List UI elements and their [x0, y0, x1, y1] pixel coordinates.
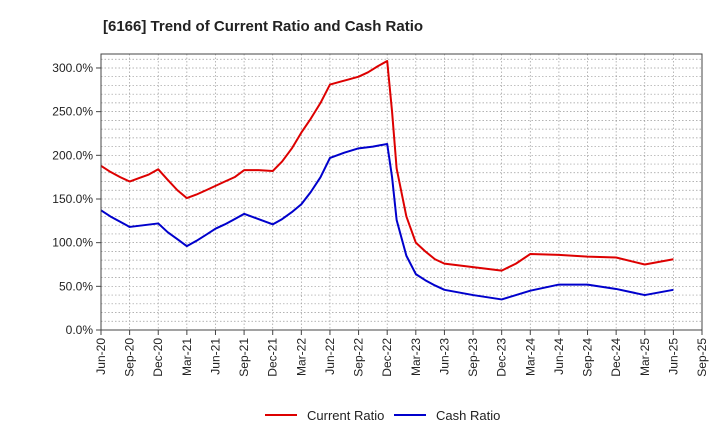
x-tick-label: Jun-24 — [552, 338, 566, 375]
x-tick-label: Jun-23 — [437, 338, 451, 375]
y-tick-label: 200.0% — [52, 148, 93, 162]
y-tick-label: 50.0% — [59, 279, 93, 293]
x-tick-label: Sep-23 — [466, 338, 480, 377]
x-tick-label: Dec-21 — [266, 338, 280, 377]
x-tick-label: Mar-21 — [180, 338, 194, 376]
y-tick-label: 250.0% — [52, 105, 93, 119]
series-line-cash-ratio — [100, 142, 674, 301]
legend-label-current-ratio: Current Ratio — [307, 408, 384, 423]
x-tick-label: Sep-24 — [581, 338, 595, 377]
y-tick-label: 0.0% — [66, 323, 94, 337]
y-tick-label: 150.0% — [52, 192, 93, 206]
x-tick-label: Dec-22 — [380, 338, 394, 377]
y-tick-label: 300.0% — [52, 61, 93, 75]
x-tick-label: Dec-23 — [495, 338, 509, 377]
y-axis-ticks: 0.0% 50.0% 100.0% 150.0% 200.0% 250.0% 300.0% — [52, 61, 101, 337]
x-tick-label: Jun-25 — [666, 338, 680, 375]
series-layer — [100, 59, 674, 301]
x-tick-label: Jun-20 — [94, 338, 108, 375]
x-tick-label: Jun-21 — [208, 338, 222, 375]
x-tick-label: Mar-22 — [294, 338, 308, 376]
x-tick-label: Sep-20 — [123, 338, 137, 377]
legend: Current Ratio Cash Ratio — [265, 408, 500, 423]
x-tick-label: Mar-25 — [638, 338, 652, 376]
grid-layer — [100, 54, 703, 331]
x-tick-label: Dec-24 — [609, 338, 623, 377]
x-tick-label: Dec-20 — [151, 338, 165, 377]
x-tick-label: Jun-22 — [323, 338, 337, 375]
x-tick-label: Mar-23 — [409, 338, 423, 376]
y-tick-label: 100.0% — [52, 236, 93, 250]
x-tick-label: Mar-24 — [523, 338, 537, 376]
plot-frame — [100, 53, 703, 331]
x-tick-label: Sep-21 — [237, 338, 251, 377]
series-line-current-ratio — [100, 59, 674, 272]
x-axis-ticks: Jun-20 Sep-20 Dec-20 Mar-21 Jun-21 Sep-21 Dec-… — [94, 330, 709, 377]
legend-label-cash-ratio: Cash Ratio — [436, 408, 500, 423]
chart-title: [6166] Trend of Current Ratio and Cash R… — [103, 18, 423, 35]
x-tick-label: Sep-25 — [695, 338, 709, 377]
x-tick-label: Sep-22 — [352, 338, 366, 377]
